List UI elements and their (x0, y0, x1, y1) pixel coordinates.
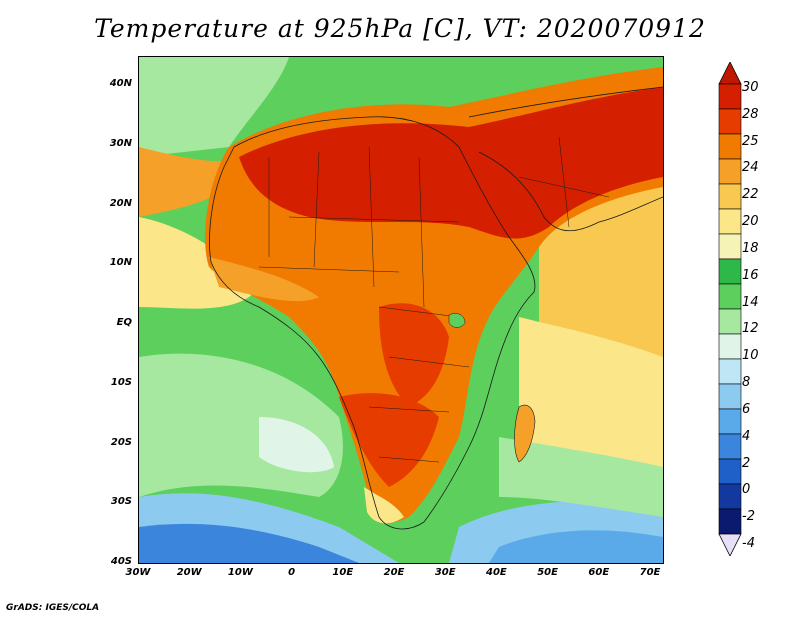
lon-tick-label: 20W (176, 567, 202, 578)
colorbar-label: 12 (742, 321, 759, 337)
colorbar-swatch (718, 333, 742, 360)
lat-tick-label: 30S (110, 496, 132, 508)
temperature-map (138, 56, 664, 564)
colorbar-swatch (718, 258, 742, 285)
colorbar-swatch (718, 233, 742, 260)
colorbar-label: 8 (742, 375, 751, 391)
lon-tick-label: 30W (125, 567, 151, 578)
lat-tick-label: 20N (109, 197, 132, 209)
southern-ocean-colder (139, 523, 359, 563)
colorbar-swatch (718, 208, 742, 235)
colorbar-swatch (718, 458, 742, 485)
southern-ocean-east-colder (489, 530, 663, 563)
colorbar-label: 18 (742, 240, 759, 256)
land-hot (239, 87, 663, 239)
southern-africa-warm (339, 393, 439, 487)
lat-tick-label: 10S (110, 376, 132, 388)
colorbar-swatch (718, 108, 742, 135)
colorbar-label: 4 (742, 428, 751, 444)
colorbar-label: 0 (742, 482, 751, 498)
south-atlantic-palest (259, 417, 334, 473)
arabia-coastline (468, 86, 663, 232)
colorbar-swatch (718, 308, 742, 335)
lat-tick-label: 40S (110, 556, 132, 567)
country-borders (258, 136, 610, 463)
colorbar-label: 22 (742, 187, 759, 203)
lat-tick-label: 20S (110, 436, 132, 448)
colorbar-swatch (718, 383, 742, 410)
lon-tick-label: 30E (434, 567, 456, 578)
lon-tick-label: 70E (639, 567, 661, 578)
colorbar-swatch (718, 83, 742, 110)
colorbar-label: 16 (742, 267, 759, 283)
chart-title: Temperature at 925hPa [C], VT: 202007091… (94, 14, 706, 43)
africa-coastline (209, 116, 536, 530)
colorbar-label: -4 (742, 536, 755, 551)
colorbar-label: -2 (742, 509, 755, 525)
lat-tick-label: EQ (116, 317, 132, 328)
lon-tick-label: 50E (537, 567, 558, 578)
lon-tick-label: 0 (288, 567, 296, 578)
central-africa-hot (379, 303, 449, 407)
colorbar-swatch (718, 433, 742, 460)
lat-tick-label: 30N (109, 137, 132, 149)
credit-text: GrADS: IGES/COLA (6, 603, 100, 613)
colorbar-label: 30 (742, 80, 759, 95)
colorbar-bottom-arrow (718, 533, 742, 556)
colorbar-swatch (718, 508, 742, 535)
colorbar-swatch (718, 483, 742, 510)
colorbar-swatch (718, 408, 742, 435)
colorbar-label: 2 (742, 455, 751, 471)
map-canvas (139, 57, 663, 563)
lon-tick-label: 10W (227, 567, 253, 578)
colorbar-swatch (718, 133, 742, 160)
west-africa-light (209, 257, 319, 302)
north-atlantic-warm (139, 57, 289, 157)
lon-tick-label: 40E (486, 567, 507, 578)
colorbar (718, 62, 742, 556)
colorbar-label: 28 (742, 106, 759, 122)
colorbar-swatch (718, 158, 742, 185)
lon-tick-label: 20E (383, 567, 405, 578)
indian-ocean-south-pale (499, 437, 663, 517)
colorbar-swatch (718, 358, 742, 385)
madagascar (514, 404, 536, 463)
south-africa-light (364, 487, 404, 524)
lat-tick-label: 10N (109, 257, 132, 269)
colorbar-label: 20 (742, 214, 759, 230)
lake-victoria (448, 313, 466, 328)
colorbar-top-arrow (718, 62, 742, 85)
colorbar-swatch (718, 283, 742, 310)
colorbar-label: 14 (742, 294, 759, 310)
colorbar-swatch (718, 183, 742, 210)
lat-tick-label: 40N (109, 78, 132, 89)
lon-tick-label: 60E (588, 567, 610, 578)
colorbar-label: 24 (742, 160, 759, 176)
colorbar-label: 6 (742, 401, 751, 417)
colorbar-label: 10 (742, 348, 759, 364)
lon-tick-label: 10E (332, 567, 354, 578)
colorbar-label: 25 (742, 133, 759, 149)
indian-ocean-mild (519, 317, 663, 477)
